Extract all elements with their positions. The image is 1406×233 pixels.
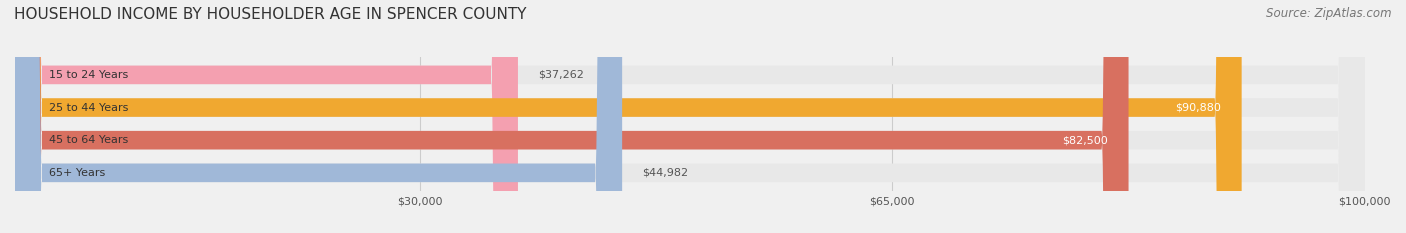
FancyBboxPatch shape (15, 0, 1129, 233)
Text: HOUSEHOLD INCOME BY HOUSEHOLDER AGE IN SPENCER COUNTY: HOUSEHOLD INCOME BY HOUSEHOLDER AGE IN S… (14, 7, 527, 22)
FancyBboxPatch shape (15, 0, 517, 233)
Text: $44,982: $44,982 (643, 168, 689, 178)
Text: $90,880: $90,880 (1175, 103, 1222, 113)
Text: 15 to 24 Years: 15 to 24 Years (49, 70, 128, 80)
FancyBboxPatch shape (15, 0, 621, 233)
FancyBboxPatch shape (15, 0, 1365, 233)
FancyBboxPatch shape (15, 0, 1365, 233)
Text: Source: ZipAtlas.com: Source: ZipAtlas.com (1267, 7, 1392, 20)
Text: 65+ Years: 65+ Years (49, 168, 105, 178)
Text: 45 to 64 Years: 45 to 64 Years (49, 135, 128, 145)
FancyBboxPatch shape (15, 0, 1365, 233)
FancyBboxPatch shape (15, 0, 1241, 233)
Text: 25 to 44 Years: 25 to 44 Years (49, 103, 128, 113)
Text: $82,500: $82,500 (1063, 135, 1108, 145)
Text: $37,262: $37,262 (538, 70, 583, 80)
FancyBboxPatch shape (15, 0, 1365, 233)
